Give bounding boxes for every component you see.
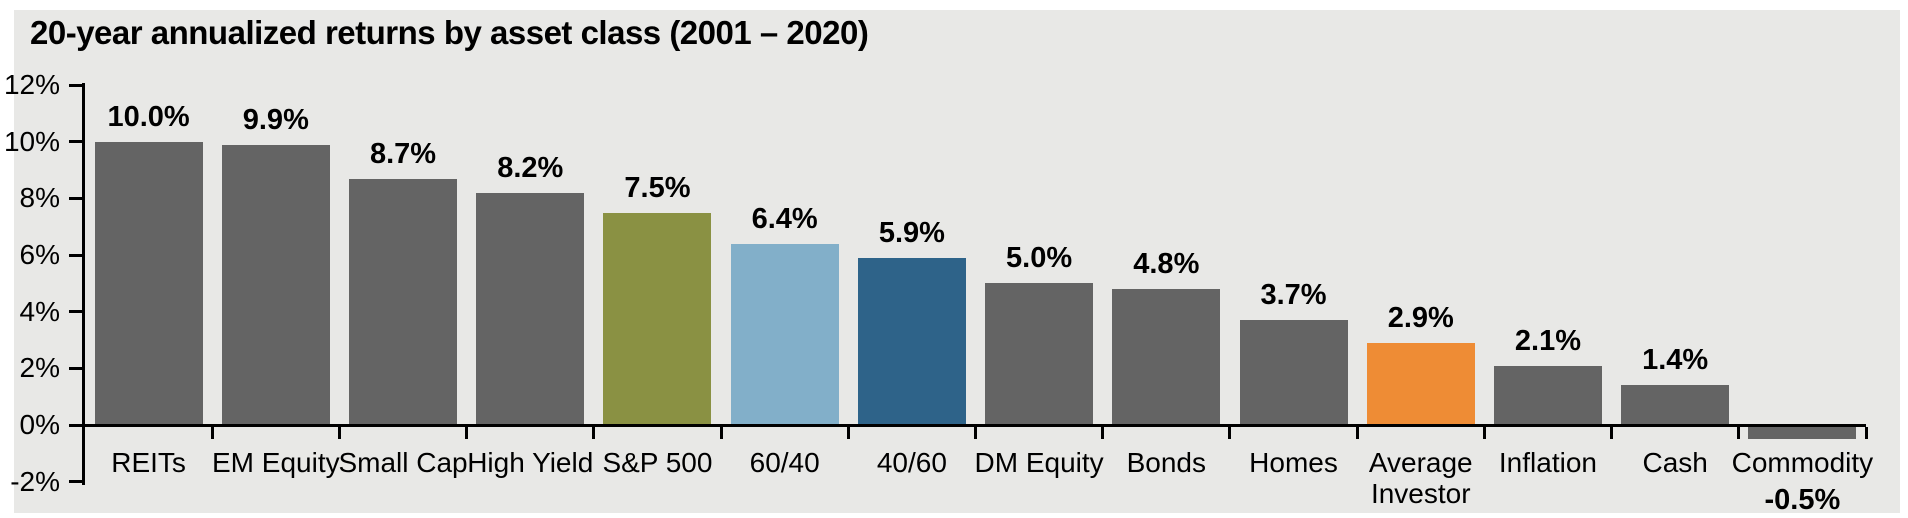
y-tick <box>69 480 85 484</box>
x-category-label: Bonds <box>1126 447 1207 478</box>
bar-value-label: 2.1% <box>1514 324 1581 357</box>
bar-value-label: -0.5% <box>1764 484 1841 516</box>
bar-value-label: 3.7% <box>1260 279 1327 312</box>
bar-value-label: 8.7% <box>369 137 437 170</box>
y-tick-label: -2% <box>10 465 60 497</box>
bar <box>1748 425 1857 440</box>
bar <box>1366 342 1475 425</box>
bar-value-label: 4.8% <box>1133 248 1200 280</box>
bar-value-label: 5.9% <box>878 216 945 249</box>
chart-area: 12% 10% 8% 6% 4% 2% 0% -2% 10.0% REITs 9.9% EM Equi… <box>4 10 1900 516</box>
x-category-label: Homes <box>1249 447 1338 478</box>
x-tick <box>846 427 850 439</box>
bar-value-label: 6.4% <box>751 202 818 235</box>
x-axis-line <box>85 424 1866 427</box>
x-tick <box>1101 427 1105 439</box>
bar <box>1621 385 1730 425</box>
bar-value-label: 2.9% <box>1387 301 1454 334</box>
chart-title: 20-year annualized returns by asset clas… <box>30 14 869 51</box>
y-tick-label: 10% <box>3 125 60 157</box>
bar-value-label: 5.0% <box>1006 242 1073 275</box>
bar <box>1239 320 1348 425</box>
x-category-label: Inflation <box>1498 447 1597 478</box>
bar <box>221 144 330 425</box>
x-tick <box>1737 427 1741 439</box>
x-tick <box>974 427 977 439</box>
bar-value-label: 8.2% <box>497 151 564 184</box>
y-tick <box>69 83 85 87</box>
bar <box>603 212 712 425</box>
bar <box>730 243 839 425</box>
x-tick <box>1355 427 1359 439</box>
x-category-label: DM Equity <box>974 447 1104 478</box>
chart-panel: 20-year annualized returns by asset clas… <box>4 10 1900 516</box>
x-tick <box>1482 427 1486 439</box>
y-tick-label: 4% <box>19 295 60 327</box>
y-tick-label: 6% <box>19 239 60 270</box>
x-tick <box>719 427 723 439</box>
x-category-label: Cash <box>1642 447 1708 478</box>
bar <box>476 192 585 425</box>
y-tick <box>69 253 85 257</box>
bar-value-label: 10.0% <box>107 100 190 133</box>
bar <box>1112 289 1221 425</box>
x-tick <box>465 427 469 439</box>
y-axis-line <box>82 83 85 485</box>
y-tick-label: 12% <box>3 69 60 100</box>
x-tick <box>337 427 341 439</box>
x-category-label: REITs <box>111 447 186 478</box>
x-category-label: High Yield <box>467 447 594 478</box>
bar-value-label: 1.4% <box>1642 344 1709 377</box>
x-category-label: Small Cap <box>338 447 468 478</box>
x-category-label: EM Equity <box>212 447 340 478</box>
y-tick <box>69 310 85 314</box>
x-tick <box>1864 427 1868 439</box>
x-tick <box>592 427 596 439</box>
y-tick-label: 8% <box>19 182 60 214</box>
x-category-label: Average Investor <box>1368 447 1473 510</box>
y-tick <box>69 196 85 200</box>
bar <box>349 178 458 425</box>
bar <box>1493 365 1602 425</box>
x-category-label: Commodity <box>1731 447 1874 478</box>
bar-value-label: 9.9% <box>242 103 309 136</box>
bar <box>94 141 203 425</box>
x-category-label: 40/60 <box>876 447 947 478</box>
y-tick <box>69 366 85 370</box>
y-tick-label: 2% <box>19 352 60 384</box>
y-tick-label: 0% <box>19 409 60 440</box>
x-category-label: 60/40 <box>749 447 820 478</box>
x-tick <box>1228 427 1232 439</box>
bar-value-label: 7.5% <box>624 171 691 204</box>
bar <box>857 257 966 425</box>
x-category-label: S&P 500 <box>602 447 713 478</box>
y-tick <box>69 423 85 427</box>
x-tick <box>1610 427 1614 439</box>
y-tick <box>69 140 85 144</box>
x-tick <box>210 427 214 439</box>
bar <box>985 283 1094 425</box>
